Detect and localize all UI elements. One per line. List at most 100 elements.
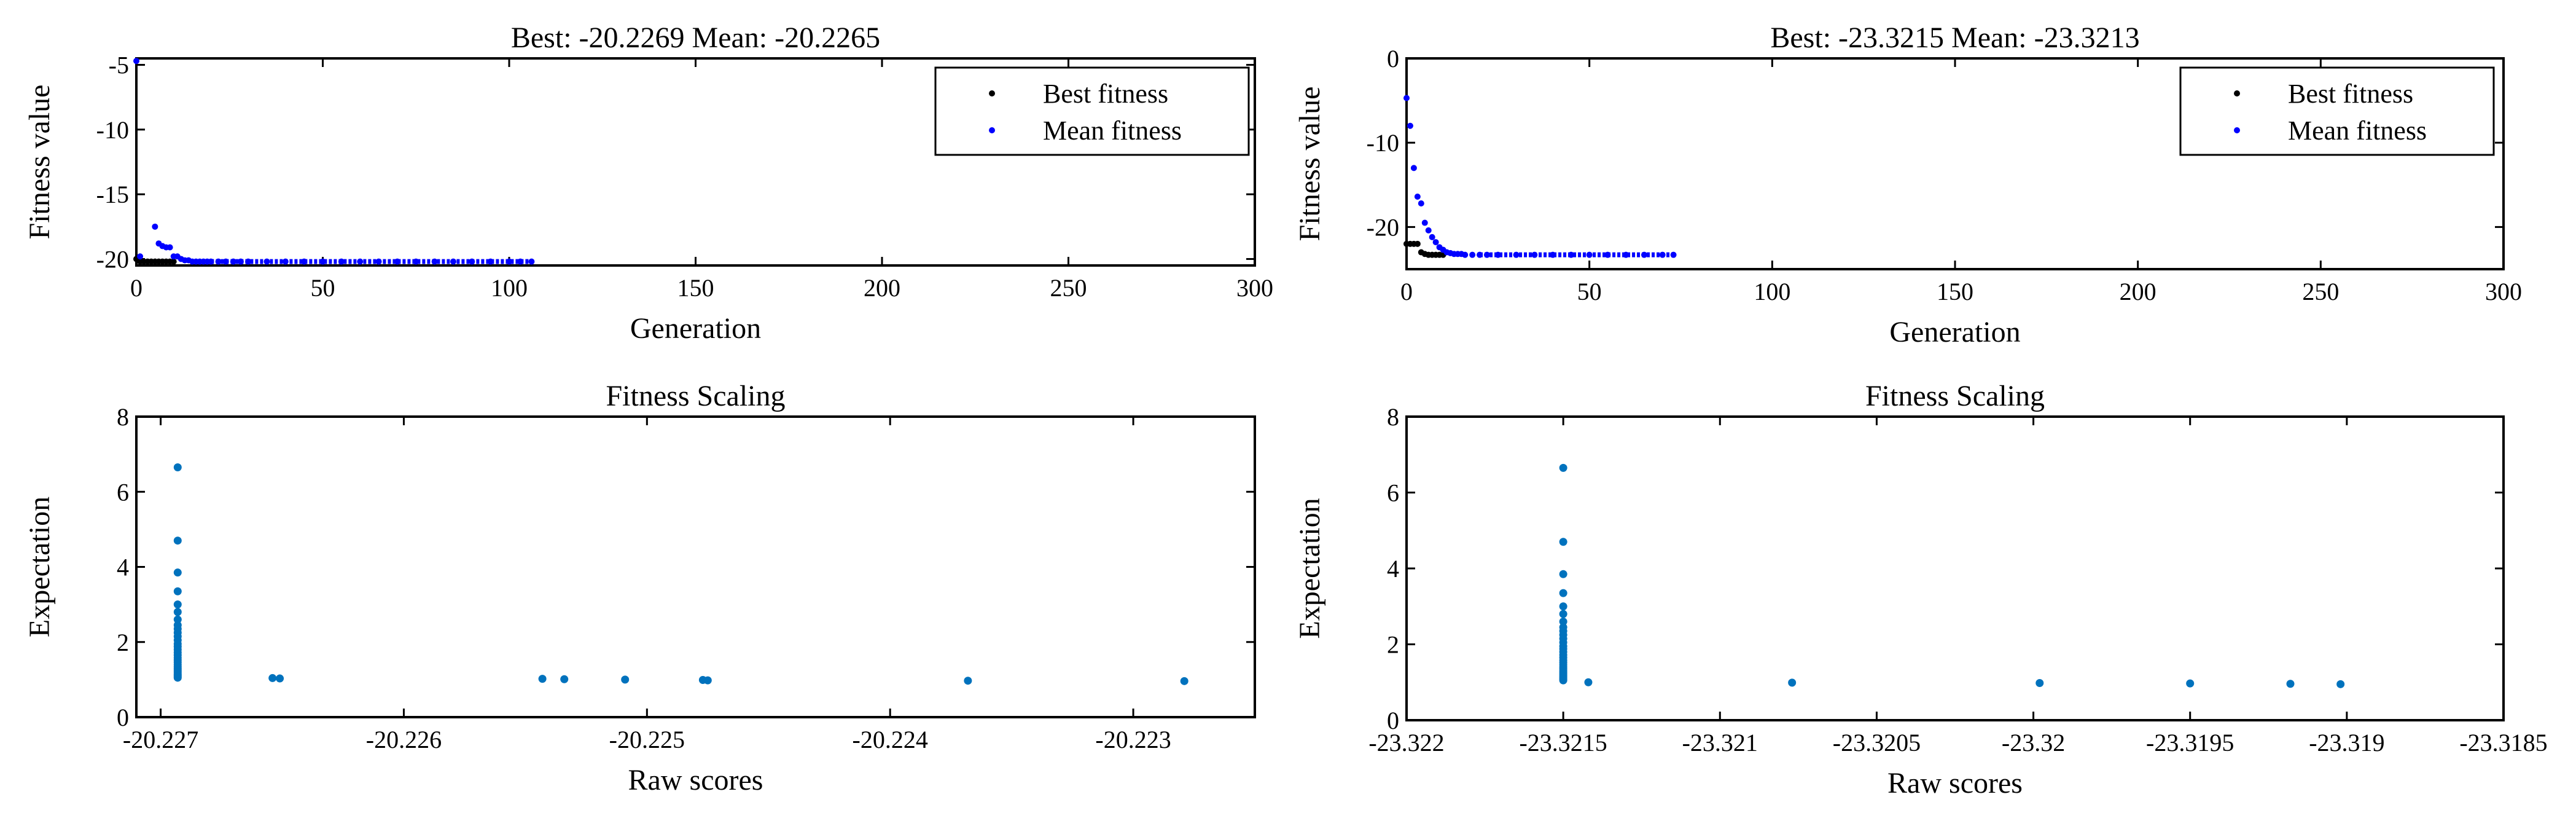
series-expectation [1559, 463, 2345, 688]
y-tick-label: 8 [1387, 403, 1399, 431]
x-tick-label: -20.227 [123, 726, 198, 753]
scatter-point [173, 600, 182, 609]
x-tick-label: 200 [864, 274, 900, 302]
scatter-point [1559, 617, 1567, 626]
scatter-point [538, 675, 547, 683]
x-tick-label: -23.32 [2002, 729, 2065, 756]
x-tick-label: -20.224 [853, 726, 928, 753]
scatter-point [173, 568, 182, 577]
y-tick-label: 0 [1387, 707, 1399, 734]
y-axis-label: Expectation [1294, 498, 1326, 638]
y-tick-label: 4 [117, 554, 129, 581]
x-tick-label: 300 [1236, 274, 1273, 302]
y-tick-label: -10 [1367, 129, 1399, 157]
scatter-point [1559, 602, 1567, 611]
scatter-point [173, 587, 182, 595]
y-tick-label: -10 [96, 116, 129, 144]
mean-fitness-point [1425, 227, 1432, 234]
x-tick-label: 250 [1050, 274, 1087, 302]
x-tick-label: 50 [311, 274, 335, 302]
mean-fitness-point [133, 58, 139, 65]
chart-panel-2: 0 50 100 150 200 250 300 0 -10 -20 Best: -23.3215 … [1294, 22, 2522, 348]
x-tick-label: -23.319 [2309, 729, 2384, 756]
x-tick-label: 250 [2302, 278, 2339, 305]
legend-label: Mean fitness [1043, 116, 1182, 146]
legend-label: Best fitness [2288, 79, 2413, 109]
chart-title: Best: -23.3215 Mean: -23.3213 [1770, 22, 2139, 54]
scatter-point [173, 608, 182, 616]
y-tick-label: -15 [96, 181, 129, 208]
mean-fitness-point [1403, 95, 1410, 101]
scatter-point [268, 674, 277, 682]
x-tick-label: -23.3205 [1833, 729, 1921, 756]
x-tick-label: -20.225 [609, 726, 685, 753]
x-tick-label: -23.3215 [1519, 729, 1607, 756]
scatter-point [276, 674, 284, 683]
chart-panel-3: -20.227 -20.226 -20.225 -20.224 -20.223 0 2 4 6 8… [23, 380, 1256, 796]
scatter-point [2336, 680, 2345, 688]
legend-box [2179, 66, 2495, 156]
scatter-point [703, 676, 712, 685]
best-fitness-point [1414, 240, 1421, 247]
mean-fitness-point [1421, 219, 1428, 226]
scatter-point [964, 677, 972, 685]
y-tick-label: 8 [117, 403, 129, 431]
scatter-point [1559, 463, 1567, 472]
scatter-point [2286, 680, 2295, 688]
x-tick-label: -23.322 [1368, 729, 1444, 756]
legend: Best fitness Mean fitness [2179, 66, 2495, 156]
x-tick-label: 50 [1577, 278, 1602, 305]
y-tick-label: 2 [117, 629, 129, 656]
x-tick-label: 0 [130, 274, 142, 302]
y-axis-label: Fitness value [1294, 87, 1326, 242]
mean-fitness-point [166, 244, 173, 251]
mean-fitness-point [1407, 122, 1413, 129]
scatter-point [1180, 677, 1188, 685]
legend-best-marker [989, 90, 995, 96]
scatter-point [2186, 679, 2195, 688]
axes-box [135, 415, 1256, 718]
series-mean-fitness [133, 58, 535, 265]
legend-best-marker [2234, 90, 2240, 96]
chart-panel-4: -23.322 -23.3215 -23.321 -23.3205 -23.32 -23.… [1294, 380, 2548, 799]
legend: Best fitness Mean fitness [934, 66, 1250, 156]
scatter-point [173, 463, 182, 472]
scatter-point [173, 674, 182, 682]
y-tick-label: -20 [1367, 213, 1399, 241]
scatter-point [1584, 678, 1593, 686]
legend-label: Best fitness [1043, 79, 1168, 109]
x-tick-label: 0 [1400, 278, 1413, 305]
y-tick-label: -20 [96, 245, 129, 273]
chart-title: Best: -20.2269 Mean: -20.2265 [511, 22, 880, 54]
axes-box [1405, 415, 2505, 721]
scatter-point [173, 615, 182, 624]
y-tick-label: 2 [1387, 631, 1399, 659]
y-tick-label: 0 [117, 704, 129, 731]
scatter-point [1559, 589, 1567, 597]
mean-fitness-point [1429, 234, 1435, 240]
x-tick-label: 150 [677, 274, 714, 302]
mean-fitness-point [1410, 165, 1417, 171]
mean-fitness-point [1469, 251, 1476, 258]
x-axis-label: Raw scores [628, 764, 763, 796]
scatter-point [1559, 570, 1567, 578]
x-tick-label: 200 [2120, 278, 2156, 305]
mean-fitness-point [137, 253, 144, 260]
legend-mean-marker [989, 127, 995, 133]
scatter-point [621, 675, 630, 684]
best-fitness-point [170, 258, 177, 265]
x-tick-label: 300 [2485, 278, 2522, 305]
y-tick-label: 4 [1387, 555, 1399, 583]
x-tick-label: 150 [1937, 278, 1973, 305]
legend-mean-marker [2234, 127, 2240, 133]
x-tick-label: -23.321 [1682, 729, 1758, 756]
mean-fitness-point [1418, 200, 1424, 206]
legend-box [934, 66, 1250, 156]
chart-panel-1: 0 50 100 150 200 250 300 -5 -10 -15 -20 Best: -20.2… [23, 22, 1273, 345]
x-axis-label: Generation [630, 312, 761, 345]
x-tick-label: -23.3185 [2459, 729, 2547, 756]
chart-title: Fitness Scaling [606, 380, 785, 412]
scatter-point [1559, 610, 1567, 618]
mean-fitness-point [1414, 194, 1421, 200]
